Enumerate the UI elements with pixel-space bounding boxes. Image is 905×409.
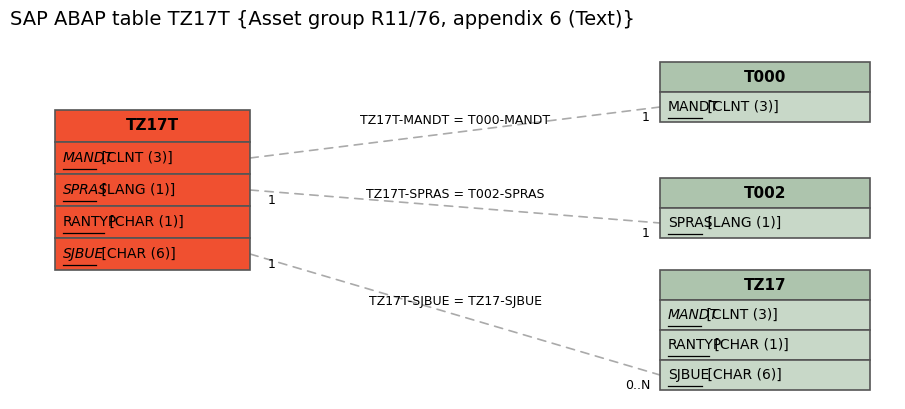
Bar (660, 62, 870, 92)
Text: RANTYP: RANTYP (63, 215, 118, 229)
Text: [LANG (1)]: [LANG (1)] (97, 183, 176, 197)
Bar (55, 142, 250, 174)
Bar (660, 300, 870, 330)
Text: 1: 1 (268, 194, 276, 207)
Bar (660, 270, 870, 300)
Text: SPRAS: SPRAS (63, 183, 108, 197)
Text: [CHAR (6)]: [CHAR (6)] (703, 368, 782, 382)
Bar (55, 238, 250, 270)
Text: [CHAR (6)]: [CHAR (6)] (97, 247, 176, 261)
Text: [CHAR (1)]: [CHAR (1)] (710, 338, 789, 352)
Bar (55, 174, 250, 206)
Bar (55, 110, 250, 142)
Text: [CHAR (1)]: [CHAR (1)] (105, 215, 184, 229)
Bar (660, 178, 870, 208)
Text: TZ17: TZ17 (744, 277, 786, 292)
Text: SAP ABAP table TZ17T {Asset group R11/76, appendix 6 (Text)}: SAP ABAP table TZ17T {Asset group R11/76… (10, 10, 635, 29)
Text: 1: 1 (643, 111, 650, 124)
Text: TZ17T-SPRAS = T002-SPRAS: TZ17T-SPRAS = T002-SPRAS (366, 187, 544, 200)
Bar (660, 360, 870, 390)
Text: 0..N: 0..N (624, 379, 650, 392)
Text: MANDT: MANDT (63, 151, 114, 165)
Text: 1: 1 (643, 227, 650, 240)
Text: [CLNT (3)]: [CLNT (3)] (702, 308, 777, 322)
Text: T002: T002 (744, 186, 786, 200)
Text: [CLNT (3)]: [CLNT (3)] (97, 151, 173, 165)
Bar (660, 208, 870, 238)
Bar (55, 206, 250, 238)
Text: SJBUE: SJBUE (63, 247, 104, 261)
Text: 1: 1 (268, 258, 276, 271)
Text: SJBUE: SJBUE (668, 368, 710, 382)
Text: TZ17T: TZ17T (126, 119, 179, 133)
Text: TZ17T-SJBUE = TZ17-SJBUE: TZ17T-SJBUE = TZ17-SJBUE (368, 295, 541, 308)
Text: TZ17T-MANDT = T000-MANDT: TZ17T-MANDT = T000-MANDT (360, 114, 550, 126)
Text: [LANG (1)]: [LANG (1)] (703, 216, 781, 230)
Text: SPRAS: SPRAS (668, 216, 712, 230)
Text: T000: T000 (744, 70, 786, 85)
Text: RANTYP: RANTYP (668, 338, 722, 352)
Text: MANDT: MANDT (668, 100, 719, 114)
Text: [CLNT (3)]: [CLNT (3)] (703, 100, 778, 114)
Text: MANDT: MANDT (668, 308, 719, 322)
Bar (660, 92, 870, 122)
Bar (660, 330, 870, 360)
